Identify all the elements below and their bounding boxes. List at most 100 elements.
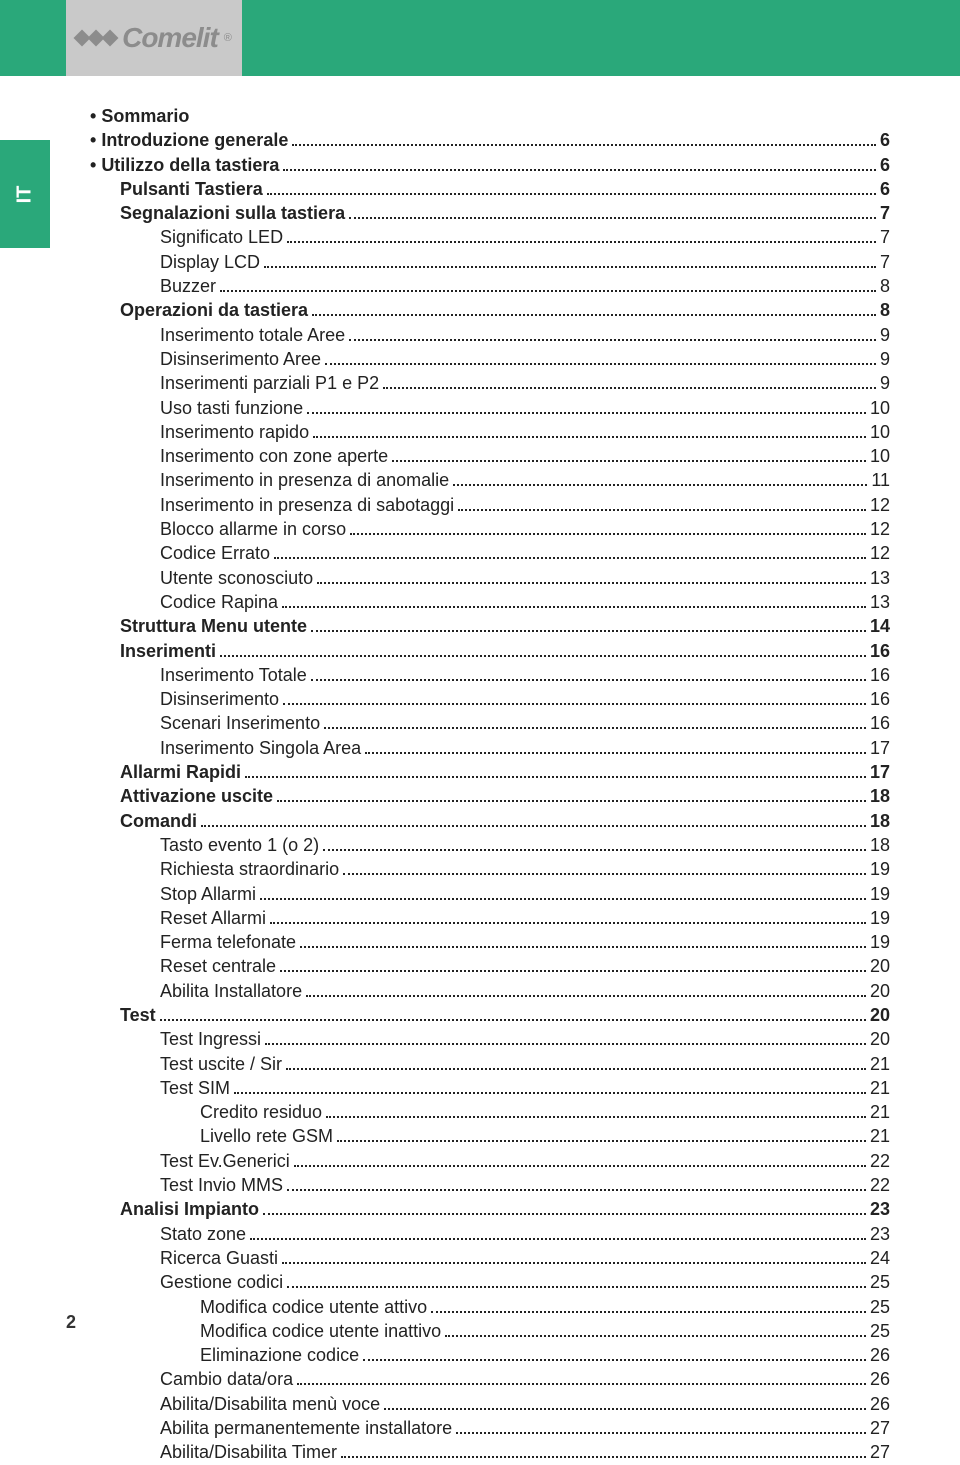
- toc-page: 12: [870, 493, 890, 517]
- toc-leader-dots: [283, 169, 876, 171]
- toc-leader-dots: [283, 703, 866, 705]
- toc-row: Utente sconosciuto13: [90, 566, 890, 590]
- toc-leader-dots: [220, 290, 876, 292]
- toc-page: 11: [871, 468, 890, 492]
- toc-label: Test: [120, 1003, 156, 1027]
- toc-label: Credito residuo: [200, 1100, 322, 1124]
- toc-label: Attivazione uscite: [120, 784, 273, 808]
- toc-leader-dots: [160, 1019, 866, 1021]
- toc-label: Operazioni da tastiera: [120, 298, 308, 322]
- toc-row: Comandi18: [90, 809, 890, 833]
- toc-leader-dots: [287, 241, 876, 243]
- toc-leader-dots: [350, 533, 866, 535]
- toc-label: Richiesta straordinario: [160, 857, 339, 881]
- toc-page: 20: [870, 1027, 890, 1051]
- toc-leader-dots: [343, 873, 866, 875]
- toc-page: 25: [870, 1319, 890, 1343]
- toc-leader-dots: [250, 1238, 866, 1240]
- toc-label: Cambio data/ora: [160, 1367, 293, 1391]
- toc-page: 6: [880, 177, 890, 201]
- toc-label: Inserimento con zone aperte: [160, 444, 388, 468]
- toc-leader-dots: [306, 995, 866, 997]
- toc-row: Cambio data/ora26: [90, 1367, 890, 1391]
- toc-page: 10: [870, 396, 890, 420]
- toc-label: Abilita Installatore: [160, 979, 302, 1003]
- toc-row: Inserimento totale Aree9: [90, 323, 890, 347]
- toc-page: 9: [880, 371, 890, 395]
- toc-row: Test uscite / Sir21: [90, 1052, 890, 1076]
- toc-leader-dots: [307, 412, 866, 414]
- toc-label: Inserimento Singola Area: [160, 736, 361, 760]
- table-of-contents: SommarioIntroduzione generale6Utilizzo d…: [0, 76, 960, 1465]
- toc-leader-dots: [337, 1140, 866, 1142]
- toc-row: Attivazione uscite 18: [90, 784, 890, 808]
- toc-page: 21: [870, 1052, 890, 1076]
- toc-page: 18: [870, 833, 890, 857]
- toc-row: Inserimento con zone aperte10: [90, 444, 890, 468]
- toc-row: Analisi Impianto23: [90, 1197, 890, 1221]
- toc-label: Sommario: [90, 104, 189, 128]
- toc-leader-dots: [282, 1262, 866, 1264]
- toc-row: Inserimenti16: [90, 639, 890, 663]
- toc-leader-dots: [263, 1213, 866, 1215]
- toc-label: Gestione codici: [160, 1270, 283, 1294]
- toc-label: Buzzer: [160, 274, 216, 298]
- toc-leader-dots: [260, 898, 866, 900]
- toc-leader-dots: [365, 752, 866, 754]
- logo-icon: [76, 32, 116, 44]
- toc-label: Modifica codice utente attivo: [200, 1295, 427, 1319]
- toc-label: Abilita/Disabilita Timer: [160, 1440, 337, 1464]
- toc-row: Inserimenti parziali P1 e P29: [90, 371, 890, 395]
- toc-leader-dots: [341, 1456, 866, 1458]
- toc-page: 10: [870, 420, 890, 444]
- toc-label: Modifica codice utente inattivo: [200, 1319, 441, 1343]
- toc-page: 6: [880, 128, 890, 152]
- toc-label: Test Ev.Generici: [160, 1149, 290, 1173]
- toc-page: 21: [870, 1124, 890, 1148]
- toc-row: Disinserimento16: [90, 687, 890, 711]
- toc-leader-dots: [324, 727, 866, 729]
- toc-page: 22: [870, 1149, 890, 1173]
- toc-label: Introduzione generale: [90, 128, 288, 152]
- toc-row: Abilita Installatore 20: [90, 979, 890, 1003]
- toc-page: 7: [880, 250, 890, 274]
- toc-leader-dots: [456, 1432, 866, 1434]
- toc-label: Abilita/Disabilita menù voce: [160, 1392, 380, 1416]
- toc-leader-dots: [313, 436, 866, 438]
- toc-label: Uso tasti funzione: [160, 396, 303, 420]
- toc-page: 12: [870, 541, 890, 565]
- toc-row: Blocco allarme in corso12: [90, 517, 890, 541]
- toc-row: Test Ev.Generici 22: [90, 1149, 890, 1173]
- toc-label: Reset centrale: [160, 954, 276, 978]
- toc-row: Test Ingressi20: [90, 1027, 890, 1051]
- toc-page: 26: [870, 1343, 890, 1367]
- toc-leader-dots: [349, 339, 876, 341]
- toc-label: Inserimento Totale: [160, 663, 307, 687]
- toc-row: Significato LED7: [90, 225, 890, 249]
- toc-row: Tasto evento 1 (o 2)18: [90, 833, 890, 857]
- toc-row: Test20: [90, 1003, 890, 1027]
- toc-page: 6: [880, 153, 890, 177]
- toc-row: Credito residuo21: [90, 1100, 890, 1124]
- toc-leader-dots: [287, 1189, 866, 1191]
- toc-label: Inserimento in presenza di sabotaggi: [160, 493, 454, 517]
- toc-leader-dots: [349, 217, 876, 219]
- toc-leader-dots: [267, 193, 876, 195]
- trademark-icon: ®: [224, 32, 232, 44]
- toc-leader-dots: [234, 1092, 866, 1094]
- toc-label: Inserimento rapido: [160, 420, 309, 444]
- toc-leader-dots: [297, 1383, 866, 1385]
- toc-label: Display LCD: [160, 250, 260, 274]
- toc-row: Inserimento Singola Area17: [90, 736, 890, 760]
- toc-label: Ferma telefonate: [160, 930, 296, 954]
- toc-row: Abilita permanentemente installatore 27: [90, 1416, 890, 1440]
- toc-page: 18: [870, 784, 890, 808]
- toc-label: Blocco allarme in corso: [160, 517, 346, 541]
- toc-page: 8: [880, 274, 890, 298]
- toc-label: Inserimento in presenza di anomalie: [160, 468, 449, 492]
- toc-row: Inserimento in presenza di anomalie 11: [90, 468, 890, 492]
- toc-label: Pulsanti Tastiera: [120, 177, 263, 201]
- toc-row: Uso tasti funzione 10: [90, 396, 890, 420]
- toc-row: Disinserimento Aree9: [90, 347, 890, 371]
- toc-leader-dots: [311, 679, 866, 681]
